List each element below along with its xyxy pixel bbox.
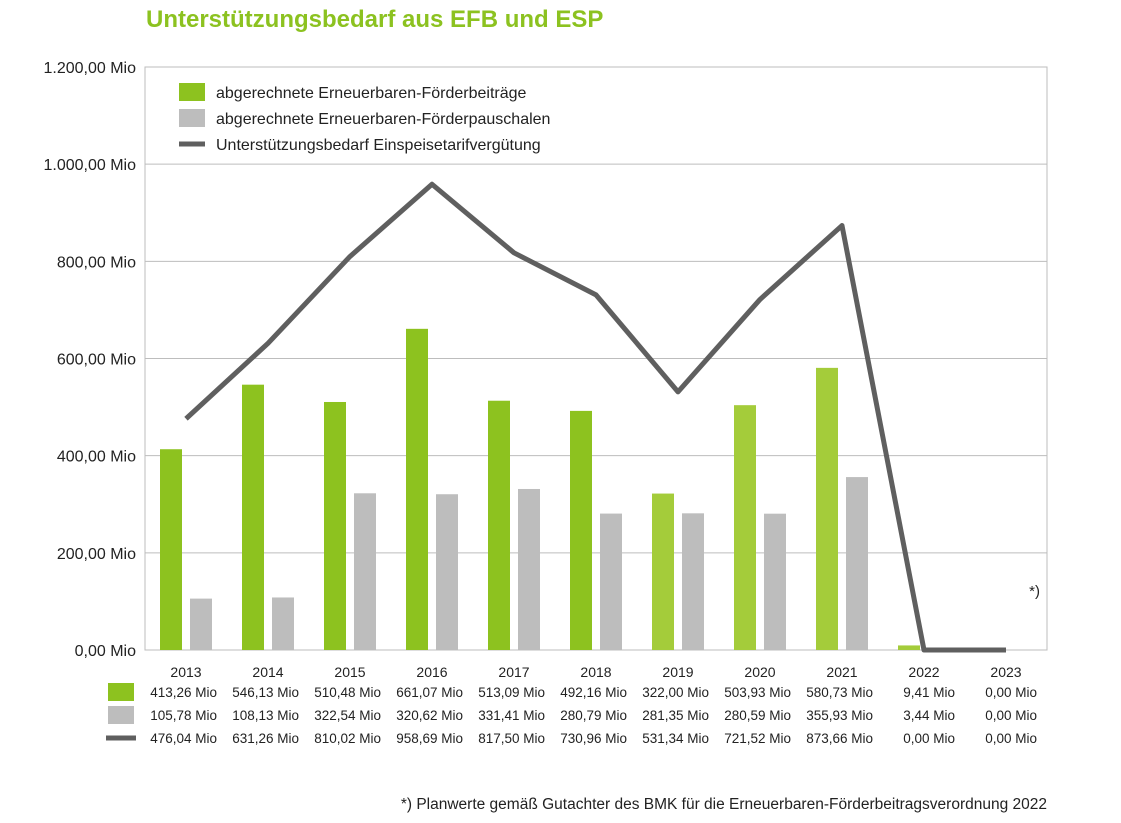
x-tick-label: 2020: [744, 664, 775, 680]
table-cell: 873,66 Mio: [806, 731, 873, 746]
table-cell: 510,48 Mio: [314, 685, 381, 700]
bar-foerderbeitraege: [652, 493, 674, 650]
y-tick-label: 400,00 Mio: [57, 449, 136, 466]
table-cell: 322,54 Mio: [314, 708, 381, 723]
bar-foerderpauschalen: [436, 494, 458, 650]
y-tick-label: 600,00 Mio: [57, 352, 136, 369]
legend-label: abgerechnete Erneuerbaren-Förderbeiträge: [216, 85, 527, 102]
table-cell: 503,93 Mio: [724, 685, 791, 700]
table-cell: 280,59 Mio: [724, 708, 791, 723]
table-cell: 0,00 Mio: [985, 708, 1037, 723]
bar-foerderbeitraege: [898, 645, 920, 650]
bar-foerderbeitraege: [324, 401, 346, 650]
bar-foerderpauschalen: [354, 493, 376, 650]
bar-foerderbeitraege: [816, 367, 838, 650]
table-cell: 492,16 Mio: [560, 685, 627, 700]
table-cell: 3,44 Mio: [903, 708, 955, 723]
legend-swatch: [179, 109, 205, 127]
table-cell: 413,26 Mio: [150, 685, 217, 700]
bar-foerderpauschalen: [764, 513, 786, 650]
table-cell: 320,62 Mio: [396, 708, 463, 723]
table-cell: 546,13 Mio: [232, 685, 299, 700]
y-tick-label: 0,00 Mio: [75, 643, 136, 660]
series-line-einspeisetarif: [184, 181, 1006, 653]
bar-layer: [160, 328, 950, 650]
bar-foerderbeitraege: [734, 405, 756, 650]
chart-title: Unterstützungsbedarf aus EFB und ESP: [146, 6, 604, 33]
x-tick-label: 2016: [416, 664, 447, 680]
bar-foerderbeitraege: [242, 384, 264, 650]
bar-foerderbeitraege: [160, 449, 182, 650]
x-tick-label: 2013: [170, 664, 201, 680]
line-layer: [184, 181, 1006, 653]
x-tick-label: 2022: [908, 664, 939, 680]
y-tick-label: 1.000,00 Mio: [43, 157, 136, 174]
plan-marker: *): [1029, 583, 1040, 600]
x-tick-label: 2019: [662, 664, 693, 680]
legend-label: abgerechnete Erneuerbaren-Förderpauschal…: [216, 111, 550, 128]
table-cell: 280,79 Mio: [560, 708, 627, 723]
x-tick-label: 2021: [826, 664, 857, 680]
bar-foerderpauschalen: [272, 597, 294, 650]
bar-foerderbeitraege: [406, 328, 428, 650]
legend-label: Unterstützungsbedarf Einspeisetarifvergü…: [216, 137, 541, 154]
x-tick-label: 2014: [252, 664, 283, 680]
bar-foerderpauschalen: [682, 513, 704, 650]
table-cell: 661,07 Mio: [396, 685, 463, 700]
table-cell: 0,00 Mio: [985, 731, 1037, 746]
table-cell: 0,00 Mio: [903, 731, 955, 746]
bar-foerderpauschalen: [600, 513, 622, 650]
table-cell: 810,02 Mio: [314, 731, 381, 746]
table-cell: 730,96 Mio: [560, 731, 627, 746]
table-cell: 513,09 Mio: [478, 685, 545, 700]
x-tick-label: 2018: [580, 664, 611, 680]
legend: abgerechnete Erneuerbaren-Förderbeiträge…: [179, 83, 550, 154]
table-cell: 322,00 Mio: [642, 685, 709, 700]
data-table: 413,26 Mio 546,13 Mio 510,48 Mio 661,07 Mio…: [106, 683, 1037, 746]
table-cell: 817,50 Mio: [478, 731, 545, 746]
x-tick-label: 2023: [990, 664, 1021, 680]
bar-foerderbeitraege: [488, 400, 510, 650]
bar-foerderbeitraege: [570, 410, 592, 650]
y-tick-label: 200,00 Mio: [57, 546, 136, 563]
table-cell: 958,69 Mio: [396, 731, 463, 746]
table-cell: 9,41 Mio: [903, 685, 955, 700]
y-tick-label: 1.200,00 Mio: [43, 60, 136, 77]
table-cell: 631,26 Mio: [232, 731, 299, 746]
table-row-swatch: [108, 706, 134, 724]
table-cell: 580,73 Mio: [806, 685, 873, 700]
bar-foerderpauschalen: [846, 477, 868, 650]
table-cell: 355,93 Mio: [806, 708, 873, 723]
table-row-swatch: [108, 683, 134, 701]
bar-foerderpauschalen: [190, 598, 212, 650]
table-cell: 721,52 Mio: [724, 731, 791, 746]
table-cell: 281,35 Mio: [642, 708, 709, 723]
x-tick-label: 2015: [334, 664, 365, 680]
bar-foerderpauschalen: [518, 488, 540, 650]
table-cell: 0,00 Mio: [985, 685, 1037, 700]
table-cell: 108,13 Mio: [232, 708, 299, 723]
legend-swatch: [179, 83, 205, 101]
y-tick-label: 800,00 Mio: [57, 254, 136, 271]
footnote: *) Planwerte gemäß Gutachter des BMK für…: [400, 796, 1047, 813]
table-cell: 476,04 Mio: [150, 731, 217, 746]
table-cell: 105,78 Mio: [150, 708, 217, 723]
axis-layer: 0,00 Mio 200,00 Mio 400,00 Mio 600,00 Mio 80…: [43, 60, 1021, 680]
table-cell: 531,34 Mio: [642, 731, 709, 746]
grid-layer: [144, 66, 1048, 651]
table-cell: 331,41 Mio: [478, 708, 545, 723]
x-tick-label: 2017: [498, 664, 529, 680]
